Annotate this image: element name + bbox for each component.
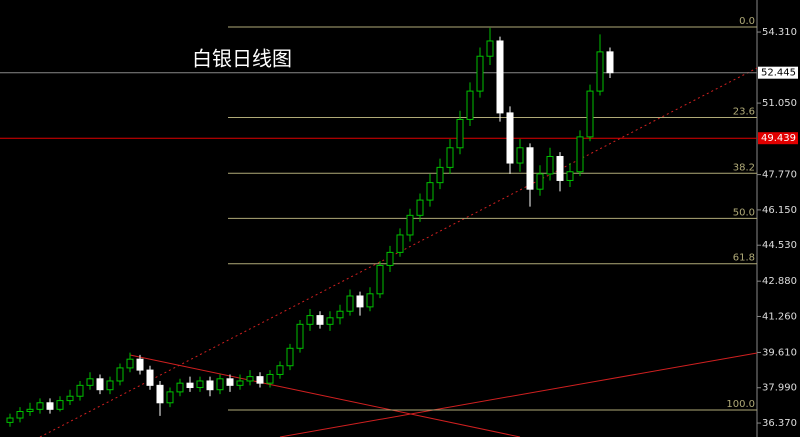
candle-body: [236, 380, 244, 386]
candle-body: [406, 214, 414, 236]
chart-title: 白银日线图: [192, 47, 292, 71]
y-tick-label: 41.260: [762, 311, 797, 322]
candle-body: [466, 90, 474, 120]
candle-body: [26, 408, 34, 412]
candle-body: [476, 55, 484, 92]
candle-body: [316, 315, 324, 325]
y-tick-label: 47.770: [762, 170, 797, 181]
candle-body: [176, 382, 184, 393]
y-tick-label: 39.610: [762, 347, 797, 358]
price-tag: [758, 66, 798, 79]
candle-body: [556, 155, 564, 181]
candle-body: [306, 315, 314, 325]
price-tag: [758, 132, 798, 145]
candle-body: [456, 118, 464, 149]
candle-body: [436, 166, 444, 184]
candle-body: [56, 400, 64, 410]
candle-body: [246, 376, 254, 382]
candle-body: [346, 295, 354, 312]
candle-body: [576, 136, 584, 173]
fib-label: 61.8: [733, 253, 755, 264]
fib-label: 0.0: [739, 16, 755, 27]
candle-body: [186, 382, 194, 389]
candle-body: [366, 293, 374, 308]
trend-line: [279, 352, 758, 437]
candle-body: [336, 310, 344, 319]
candle-body: [226, 378, 234, 386]
candle-body: [386, 251, 394, 266]
y-tick-label: 36.370: [762, 418, 797, 429]
y-tick-label: 54.310: [762, 27, 797, 38]
candle-body: [546, 155, 554, 175]
candle-body: [296, 323, 304, 349]
candle-body: [6, 417, 14, 423]
trend-line: [39, 67, 758, 437]
fib-label: 23.6: [733, 106, 755, 117]
candle-body: [396, 234, 404, 253]
candle-body: [116, 367, 124, 382]
y-tick-label: 44.530: [762, 240, 797, 251]
candle-body: [86, 378, 94, 386]
candle-body: [326, 317, 334, 325]
candle-body: [496, 40, 504, 114]
candle-body: [266, 373, 274, 384]
price-tag-label: 52.445: [761, 68, 796, 79]
y-tick-label: 37.990: [762, 383, 797, 394]
trend-line: [129, 354, 521, 437]
candle-body: [256, 376, 264, 384]
candle-body: [36, 402, 44, 410]
candle-body: [506, 112, 514, 164]
candle-body: [126, 358, 134, 369]
candle-body: [566, 171, 574, 181]
candle-body: [206, 380, 214, 391]
candle-body: [16, 410, 24, 419]
candle-body: [486, 40, 494, 57]
candle-body: [586, 90, 594, 138]
candle-body: [536, 173, 544, 190]
candle-body: [156, 384, 164, 404]
price-tag-label: 49.439: [761, 133, 796, 144]
fib-label: 50.0: [733, 207, 755, 218]
candle-body: [516, 147, 524, 164]
candle-body: [356, 295, 364, 308]
candle-body: [276, 365, 284, 375]
fib-label: 100.0: [726, 399, 755, 410]
candle-body: [146, 369, 154, 386]
candle-body: [606, 51, 614, 74]
y-tick-label: 46.150: [762, 205, 797, 216]
fib-label: 38.2: [733, 162, 755, 173]
y-tick-label: 42.880: [762, 276, 797, 287]
candle-body: [96, 378, 104, 391]
candle-body: [416, 199, 424, 216]
candle-body: [286, 347, 294, 367]
candle-body: [376, 264, 384, 295]
candle-body: [426, 182, 434, 201]
candle-body: [66, 395, 74, 402]
candle-body: [106, 380, 114, 391]
candle-body: [446, 147, 454, 168]
candle-body: [596, 51, 604, 92]
candle-body: [76, 384, 84, 397]
candle-body: [216, 378, 224, 391]
candle-body: [166, 391, 174, 404]
candle-body: [136, 358, 144, 371]
candle-body: [196, 380, 204, 389]
candle-body: [526, 147, 534, 190]
y-tick-label: 51.050: [762, 98, 797, 109]
candle-body: [46, 402, 54, 410]
